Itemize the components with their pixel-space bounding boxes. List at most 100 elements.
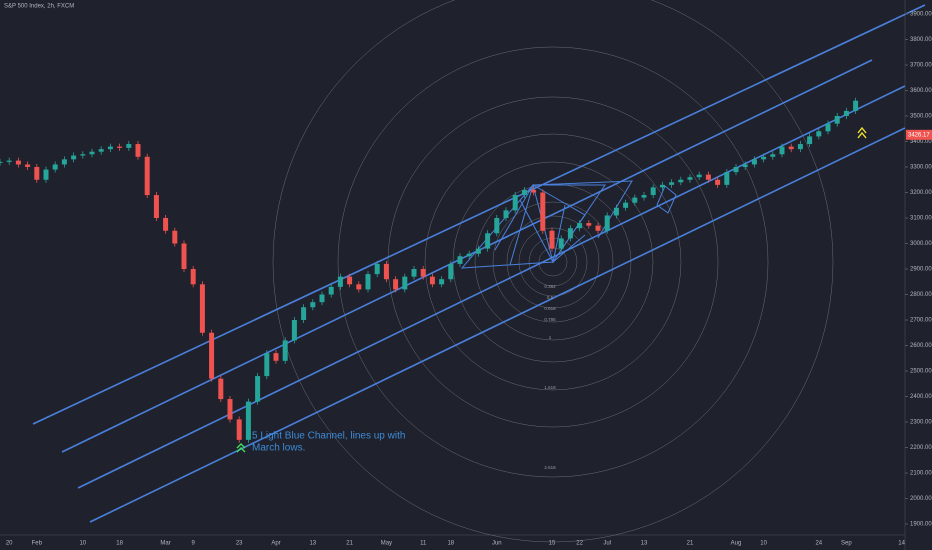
candle — [816, 131, 822, 137]
candle — [190, 269, 196, 285]
candle — [347, 276, 353, 285]
x-tick-label: 18 — [447, 541, 454, 547]
candle — [255, 376, 261, 402]
y-tick-label: 2300.00 — [910, 420, 932, 426]
channel-line — [77, 85, 906, 489]
y-tick-label: 3500.00 — [910, 114, 932, 120]
candle — [512, 195, 518, 211]
candle — [751, 159, 757, 165]
fib-label: 1 — [549, 335, 552, 340]
x-tick-label: May — [381, 541, 392, 547]
y-tick-label: 2200.00 — [910, 445, 932, 451]
x-tick-label: Jul — [603, 541, 611, 547]
candle — [623, 202, 629, 208]
candle — [301, 307, 307, 320]
candle — [310, 302, 316, 308]
candle — [705, 174, 711, 180]
candle — [448, 263, 454, 280]
candle — [80, 154, 86, 156]
candle — [696, 174, 702, 178]
candle — [209, 332, 215, 379]
candle — [558, 238, 564, 249]
y-tick-label: 3900.00 — [910, 12, 932, 18]
arrow-icon — [236, 443, 246, 453]
candle — [632, 197, 638, 203]
candle — [245, 401, 251, 440]
candle — [25, 164, 31, 167]
y-tick-label: 3700.00 — [910, 63, 932, 69]
candle — [788, 146, 794, 150]
last-price-box — [906, 129, 932, 140]
fib-label: 1.618 — [544, 385, 556, 390]
candle — [724, 172, 730, 185]
candle — [733, 167, 739, 173]
candle — [650, 187, 656, 196]
candle — [641, 195, 647, 198]
x-tick-label: 23 — [236, 541, 243, 547]
y-tick-label: 3400.00 — [910, 139, 932, 145]
candle — [34, 167, 40, 180]
candle — [365, 274, 371, 290]
fan — [532, 180, 633, 263]
candle — [604, 215, 610, 231]
candle — [485, 233, 491, 249]
fib-circle — [424, 133, 682, 391]
candle — [521, 189, 527, 196]
fan — [460, 183, 554, 269]
fib-circle — [387, 96, 719, 428]
y-tick-label: 3300.00 — [910, 165, 932, 171]
candle — [144, 156, 150, 196]
x-tick-label: 10 — [79, 541, 86, 547]
candle — [531, 189, 537, 193]
x-tick-label: Apr — [271, 541, 280, 547]
y-tick-label: 2800.00 — [910, 292, 932, 298]
x-tick-label: Sep — [841, 541, 852, 547]
candle — [540, 192, 546, 231]
fib-label: 0.382 — [544, 284, 556, 289]
candle — [567, 228, 573, 239]
y-tick-label: 2500.00 — [910, 369, 932, 375]
x-tick-label: 21 — [346, 541, 353, 547]
candle — [356, 284, 362, 290]
candle — [163, 218, 169, 231]
candle — [715, 179, 721, 185]
fib-circle — [518, 227, 588, 297]
candle — [282, 340, 288, 361]
fib-circle — [506, 215, 600, 309]
chart-title: S&P 500 Index, 2h, FXCM — [4, 4, 74, 10]
y-tick-label: 2600.00 — [910, 343, 932, 349]
candle — [466, 253, 472, 257]
candle — [273, 353, 279, 361]
y-tick-label: 3100.00 — [910, 216, 932, 222]
y-tick-label: 3600.00 — [910, 88, 932, 94]
candle — [98, 149, 104, 152]
candle — [586, 223, 592, 226]
x-tick-label: 11 — [420, 541, 427, 547]
candle — [236, 419, 242, 440]
candle — [402, 276, 408, 290]
x-tick-label: 22 — [576, 541, 583, 547]
fib-label: 0.786 — [544, 317, 556, 322]
x-tick-label: 9 — [192, 541, 196, 547]
candle — [595, 225, 601, 231]
arrow-icon — [857, 126, 867, 139]
candle — [153, 195, 159, 218]
candle — [411, 269, 417, 277]
y-tick-label: 2900.00 — [910, 267, 932, 273]
candle — [669, 182, 675, 185]
candle — [264, 353, 270, 377]
x-tick-label: Aug — [731, 541, 742, 547]
candle — [135, 144, 141, 157]
y-tick-label: 3000.00 — [910, 241, 932, 247]
candle — [126, 144, 132, 148]
x-tick-label: 15 — [549, 541, 556, 547]
candle — [337, 276, 343, 287]
candle — [843, 110, 849, 116]
candle — [319, 294, 325, 303]
y-tick-label: 2100.00 — [910, 471, 932, 477]
candle — [420, 269, 426, 277]
candle — [742, 164, 748, 167]
y-tick-label: 3200.00 — [910, 190, 932, 196]
candle — [853, 100, 859, 111]
candle — [117, 146, 123, 148]
